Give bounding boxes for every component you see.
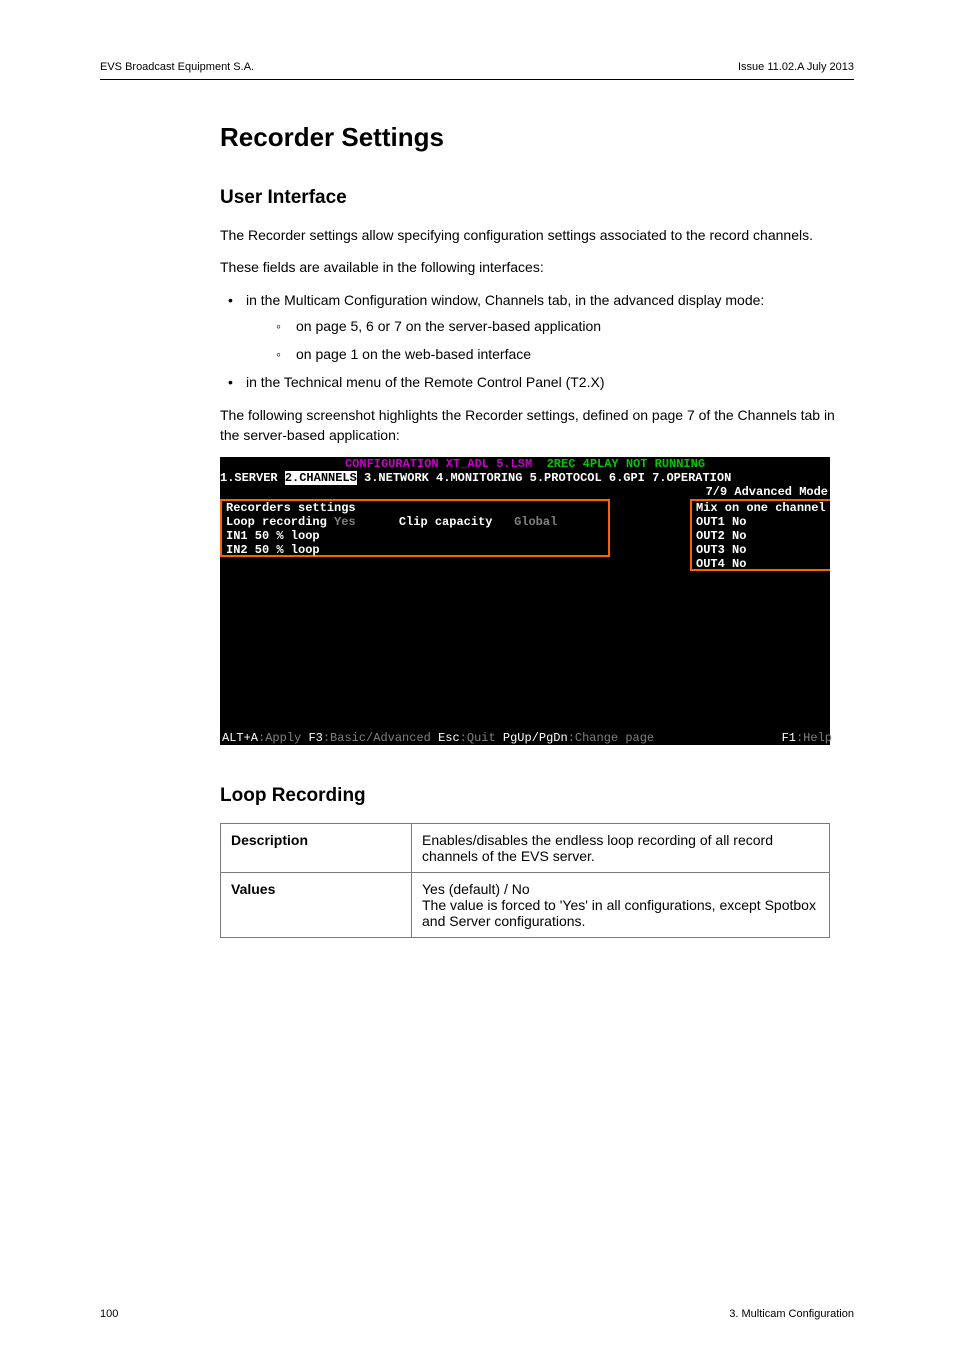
terminal-screenshot: CONFIGURATION XT_ADL 5.LSM 2REC 4PLAY NO…: [220, 457, 830, 745]
header-left: EVS Broadcast Equipment S.A.: [100, 61, 254, 73]
list-item-text: on page 1 on the web-based interface: [296, 346, 531, 362]
table-cell: Enables/disables the endless loop record…: [412, 824, 830, 873]
page-number: 100: [100, 1308, 118, 1320]
footer-section: 3. Multicam Configuration: [729, 1308, 854, 1320]
sub-list: on page 5, 6 or 7 on the server-based ap…: [246, 316, 854, 365]
header-right: Issue 11.02.A July 2013: [738, 61, 854, 73]
terminal-line: Mix on one channel: [696, 501, 826, 515]
section-user-interface-heading: User Interface: [220, 187, 854, 209]
terminal-line: Loop recording Yes Clip capacity Global: [226, 515, 604, 529]
list-item: in the Multicam Configuration window, Ch…: [220, 290, 854, 365]
terminal-line: IN2 50 % loop: [226, 543, 604, 557]
table-cell: Yes (default) / No The value is forced t…: [412, 873, 830, 938]
terminal-highlight-left: Recorders settings Loop recording Yes Cl…: [220, 499, 610, 557]
terminal-title: CONFIGURATION XT_ADL 5.LSM 2REC 4PLAY NO…: [220, 457, 830, 471]
terminal-tabs: 1.SERVER 2.CHANNELS 3.NETWORK 4.MONITORI…: [220, 471, 830, 485]
list-item-text: in the Multicam Configuration window, Ch…: [246, 292, 764, 308]
section-loop-recording-heading: Loop Recording: [220, 785, 854, 807]
table-row: Values Yes (default) / No The value is f…: [221, 873, 830, 938]
terminal-footer: ALT+A:Apply F3:Basic/Advanced Esc:Quit P…: [220, 731, 834, 745]
table-header-description: Description: [221, 824, 412, 873]
terminal-highlight-right: Mix on one channel OUT1 No OUT2 No OUT3 …: [690, 499, 830, 571]
list-item: in the Technical menu of the Remote Cont…: [220, 372, 854, 392]
paragraph: The Recorder settings allow specifying c…: [220, 225, 854, 245]
paragraph: The following screenshot highlights the …: [220, 405, 854, 446]
terminal-line: IN1 50 % loop: [226, 529, 604, 543]
page-footer: 100 3. Multicam Configuration: [100, 1308, 854, 1320]
terminal-mode: 7/9 Advanced Mode: [220, 485, 830, 499]
terminal-line: Recorders settings: [226, 501, 604, 515]
terminal-line: OUT2 No: [696, 529, 826, 543]
page-header: EVS Broadcast Equipment S.A. Issue 11.02…: [100, 61, 854, 80]
loop-recording-table: Description Enables/disables the endless…: [220, 823, 830, 938]
page-title: Recorder Settings: [220, 122, 854, 153]
paragraph: These fields are available in the follow…: [220, 257, 854, 277]
bullet-list: in the Multicam Configuration window, Ch…: [220, 290, 854, 393]
list-item-text: in the Technical menu of the Remote Cont…: [246, 374, 604, 390]
terminal-line: OUT4 No: [696, 557, 826, 571]
table-header-values: Values: [221, 873, 412, 938]
table-row: Description Enables/disables the endless…: [221, 824, 830, 873]
terminal-line: OUT1 No: [696, 515, 826, 529]
terminal-line: OUT3 No: [696, 543, 826, 557]
list-item-text: on page 5, 6 or 7 on the server-based ap…: [296, 318, 601, 334]
